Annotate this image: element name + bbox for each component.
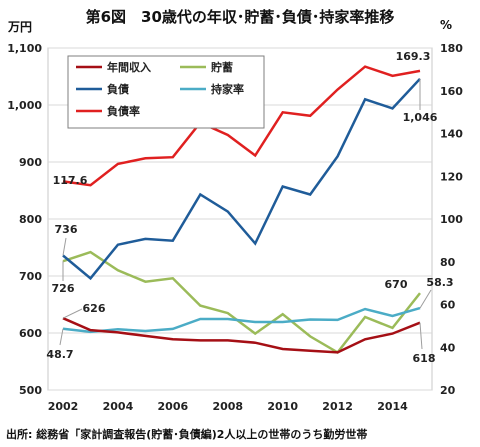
left-axis-tick-label: 900 [19,156,42,169]
x-axis-tick-label: 2008 [212,400,243,413]
data-label: 169.3 [396,50,431,63]
right-axis-tick-label: 140 [440,128,463,141]
left-axis-unit: 万円 [8,20,33,34]
legend-label: 貯蓄 [211,60,233,74]
left-axis-tick-label: 500 [19,384,42,397]
left-axis-tick-label: 1,000 [7,99,42,112]
right-axis-tick-label: 120 [440,170,463,183]
x-axis-tick-label: 2002 [48,400,79,413]
series-line-4 [62,306,421,334]
annotation-leader [419,322,423,350]
annotation-leader [59,328,64,346]
left-axis-tick-label: 700 [19,270,42,283]
left-axis-tick-label: 800 [19,213,42,226]
chart-title: 第6図 30歳代の年収･貯蓄･負債･持家率推移 [85,8,395,26]
right-axis-tick-label: 40 [440,341,456,354]
data-label: 48.7 [46,348,73,361]
x-axis-tick-label: 2012 [322,400,353,413]
annotation-leader [419,289,432,309]
right-axis-tick-label: 60 [440,299,456,312]
annotation-leader [62,237,67,256]
right-axis-tick-label: 20 [440,384,456,397]
right-axis-tick-label: 80 [440,256,456,269]
right-axis-unit: % [440,18,453,32]
series-line-5 [62,65,421,187]
data-label: 618 [413,352,436,365]
right-axis-tick-label: 180 [440,42,463,55]
legend-label: 負債 [107,82,129,96]
data-label: 726 [52,282,75,295]
source-note: 出所: 総務省「家計調査報告(貯蓄･負債編)2人以上の世帯のうち勤労世帯 [6,428,368,441]
annotation-leader [62,308,83,319]
data-label: 626 [83,302,106,315]
legend-label: 年間収入 [107,60,151,74]
series-line-1 [62,317,421,354]
right-axis-tick-label: 160 [440,85,463,98]
data-label: 117.6 [53,174,88,187]
series-line-2 [62,250,421,355]
legend-label: 負債率 [107,104,140,118]
left-axis-tick-label: 1,100 [7,42,42,55]
x-axis-tick-label: 2010 [267,400,298,413]
legend-label: 持家率 [211,82,244,96]
x-axis-tick-label: 2014 [377,400,408,413]
left-axis-tick-label: 600 [19,327,42,340]
x-axis-tick-label: 2006 [158,400,189,413]
data-label: 736 [55,223,78,236]
data-label: 670 [385,278,408,291]
right-axis-tick-label: 100 [440,213,463,226]
x-axis-tick-label: 2004 [103,400,134,413]
data-label: 58.3 [426,276,453,289]
data-label: 1,046 [403,111,438,124]
series-line-3 [62,77,421,281]
